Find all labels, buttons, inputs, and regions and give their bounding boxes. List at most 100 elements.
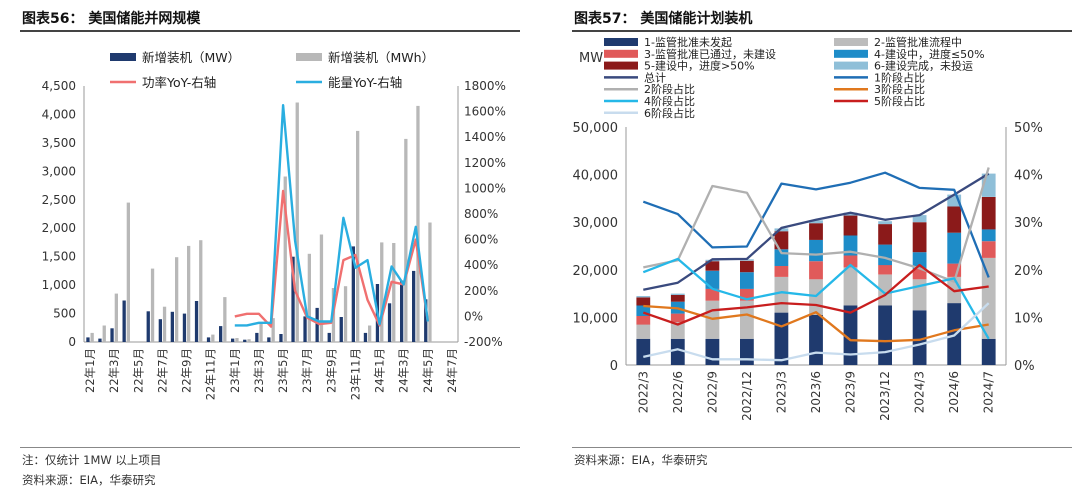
stacked-bar-segment-1 xyxy=(878,305,892,365)
legend-swatch xyxy=(296,53,322,61)
bar-mw xyxy=(279,334,283,342)
stacked-bar-segment-1 xyxy=(912,310,927,365)
bar-mw xyxy=(315,307,319,342)
x-tick-label: 2024/6 xyxy=(947,371,961,413)
stacked-bar-segment-6 xyxy=(843,212,858,216)
y-tick-label-left: 30,000 xyxy=(573,216,619,231)
bar-mwh xyxy=(259,323,263,342)
bar-mw xyxy=(327,332,331,342)
x-tick-label: 24年1月 xyxy=(373,348,387,393)
y-tick-label-left: 3,000 xyxy=(42,164,76,178)
stacked-bar-segment-5 xyxy=(670,295,685,302)
legend-swatch xyxy=(604,61,638,70)
bar-mw xyxy=(86,337,90,342)
y-tick-label-left: 0 xyxy=(610,359,618,374)
y-tick-label-right: 1400% xyxy=(464,130,506,144)
x-tick-label: 23年7月 xyxy=(300,348,314,393)
legend-swatch xyxy=(834,38,868,46)
bar-mw xyxy=(424,299,428,342)
footer-divider xyxy=(20,447,520,448)
bar-mw xyxy=(146,311,150,342)
legend-label: 6-建设完成，未投运 xyxy=(874,59,973,73)
stacked-bar-segment-4 xyxy=(912,252,927,269)
x-tick-label: 24年7月 xyxy=(445,348,459,393)
stacked-bar-segment-1 xyxy=(636,338,651,365)
stacked-bar-segment-1 xyxy=(843,305,858,365)
x-tick-label: 2024/7 xyxy=(982,371,996,413)
legend-label: 4-建设中，进度≤50% xyxy=(874,47,985,61)
bar-mw xyxy=(351,246,355,342)
y-tick-label-left: 0 xyxy=(68,335,76,349)
legend-label: 功率YoY-右轴 xyxy=(142,75,216,90)
stacked-bar-segment-1 xyxy=(981,338,996,365)
chart-source: 资料来源：EIA，华泰研究 xyxy=(22,473,156,487)
legend-swatch xyxy=(834,49,868,58)
stacked-bar-segment-3 xyxy=(774,266,789,277)
legend-swatch xyxy=(604,38,638,46)
x-tick-label: 24年5月 xyxy=(421,348,435,393)
bar-mwh xyxy=(199,240,203,342)
y-tick-label-right: 30% xyxy=(1014,216,1043,231)
title-divider xyxy=(572,30,1072,32)
footer-divider xyxy=(572,447,1072,448)
x-tick-label: 2024/3 xyxy=(913,371,927,413)
y-tick-label-left: 10,000 xyxy=(573,311,619,326)
stacked-bar-segment-4 xyxy=(947,232,962,264)
y-tick-label-left: 2,000 xyxy=(42,221,76,235)
bar-mw xyxy=(291,256,295,342)
x-tick-label: 2022/3 xyxy=(636,371,650,413)
y-tick-label-right: 0% xyxy=(464,309,483,323)
x-tick-label: 22年9月 xyxy=(180,348,194,393)
legend-swatch xyxy=(834,61,868,70)
bar-mwh xyxy=(211,334,215,342)
y-tick-label-left: 20,000 xyxy=(573,264,619,279)
stacked-bar-segment-1 xyxy=(740,338,754,365)
bar-mwh xyxy=(162,306,167,342)
y-tick-label-right: 800% xyxy=(464,207,498,221)
y-tick-label-left: 50,000 xyxy=(573,121,619,136)
stacked-bar-segment-5 xyxy=(809,223,823,240)
bar-mwh xyxy=(307,253,311,342)
y-tick-label-left: 1,000 xyxy=(42,278,76,292)
stacked-bar-segment-2 xyxy=(981,257,996,339)
bar-mw xyxy=(194,301,199,342)
legend-label: 1阶段占比 xyxy=(874,70,925,84)
y-axis-unit: MW xyxy=(579,51,603,66)
legend-label: 2阶段占比 xyxy=(644,82,695,96)
y-tick-label-left: 1,500 xyxy=(42,250,76,264)
bar-mwh xyxy=(150,268,155,342)
x-tick-label: 22年7月 xyxy=(155,348,169,393)
legend-label: 能量YoY-右轴 xyxy=(328,75,402,90)
bar-mw xyxy=(339,317,343,342)
stacked-bar-segment-1 xyxy=(670,338,685,365)
grid-connection-chart: 0 500 1,000 1,500 2,000 2,500 3,000 3,500 4,000 4… xyxy=(42,50,506,400)
x-tick-label: 22年3月 xyxy=(107,348,121,393)
stacked-bar-segment-3 xyxy=(843,255,858,268)
y-tick-label-left: 4,500 xyxy=(42,79,76,93)
stacked-bar-segment-5 xyxy=(740,260,754,273)
bar-mw xyxy=(122,300,126,342)
stacked-bar-segment-3 xyxy=(912,268,927,280)
bar-mwh xyxy=(283,176,287,342)
bar-mwh xyxy=(175,257,179,342)
x-tick-label: 2023/3 xyxy=(775,371,789,413)
series-line-stage-4-share xyxy=(642,257,990,340)
x-tick-label: 22年11月 xyxy=(204,348,218,400)
stacked-bar-segment-2 xyxy=(843,267,858,306)
y-tick-label-left: 3,500 xyxy=(42,136,76,150)
stacked-bar-segment-1 xyxy=(774,312,789,365)
bar-mwh xyxy=(114,293,118,342)
bar-mw xyxy=(206,337,211,342)
legend-label: 新增装机（MW） xyxy=(142,50,240,65)
bar-mw xyxy=(303,316,307,342)
stacked-bar-segment-5 xyxy=(878,224,892,245)
bar-mw xyxy=(412,270,416,342)
y-tick-label-right: 200% xyxy=(464,284,498,298)
chart-title: 图表57： 美国储能计划装机 xyxy=(574,11,753,27)
legend-label: 2-监管批准流程中 xyxy=(874,35,962,49)
bar-mw xyxy=(243,339,247,342)
y-tick-label-right: 10% xyxy=(1014,311,1043,326)
bar-mwh xyxy=(392,243,396,342)
stacked-bar-segment-3 xyxy=(705,288,720,301)
stacked-bar-segment-2 xyxy=(740,300,754,339)
